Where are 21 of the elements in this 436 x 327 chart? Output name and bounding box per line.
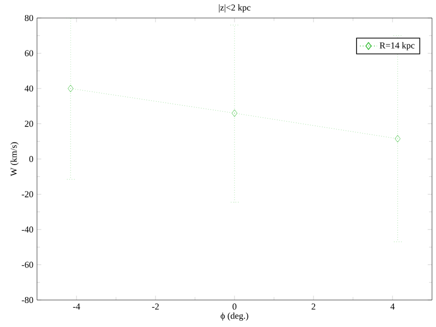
y-tick-label: 40 xyxy=(24,85,34,92)
y-tick-label: 0 xyxy=(29,156,34,162)
x-tick-label: 4 xyxy=(390,304,395,310)
y-tick-label: -60 xyxy=(22,262,34,268)
point xyxy=(394,135,400,142)
point xyxy=(68,84,74,92)
y-tick-label: -80 xyxy=(22,296,34,304)
x-axis-title: ϕ (deg.) xyxy=(220,312,248,321)
x-tick-label: -2 xyxy=(152,304,159,310)
y-tick-label: -20 xyxy=(22,191,34,198)
y-tick-label: 60 xyxy=(24,50,34,56)
x-tick-label: 0 xyxy=(232,304,236,310)
x-tick-label: -4 xyxy=(73,304,80,310)
y-tick-label: 80 xyxy=(24,14,34,22)
chart-title: |z|<2 kpc xyxy=(218,4,250,12)
y-tick-label: 20 xyxy=(24,120,34,127)
y-tick-label: -40 xyxy=(22,226,34,233)
x-tick-label: 2 xyxy=(312,304,316,310)
y-axis-title: W (km/s) xyxy=(10,142,19,176)
point xyxy=(232,109,238,117)
legend-label: R=14 kpc xyxy=(380,42,414,50)
